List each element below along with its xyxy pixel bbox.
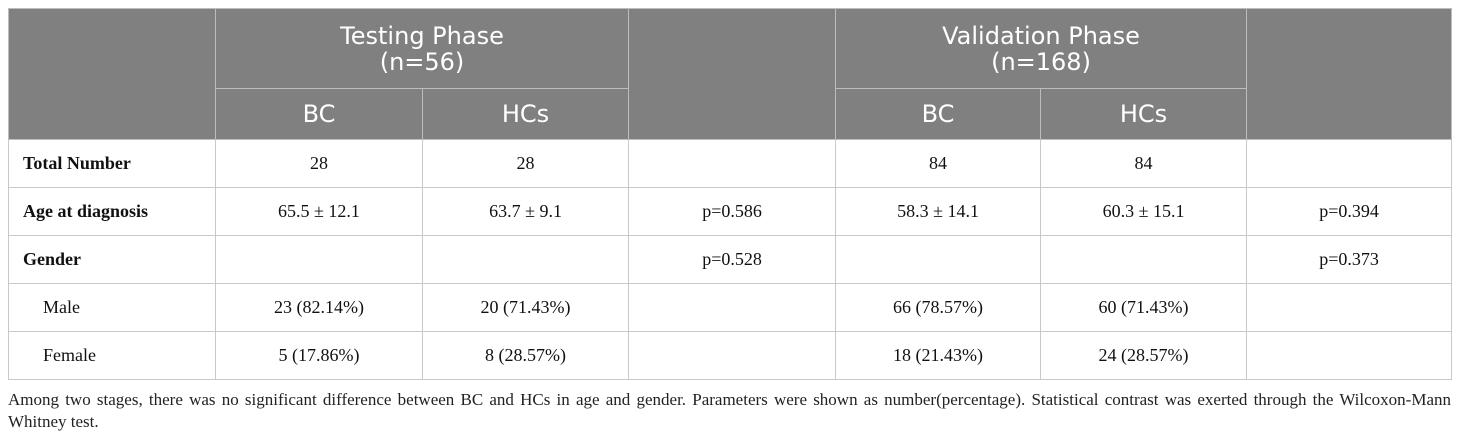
table-row: Age at diagnosis 65.5 ± 12.1 63.7 ± 9.1 … (8, 187, 1453, 236)
table-cell (628, 139, 837, 188)
header-testing-pvalue-cell (628, 8, 837, 140)
table-cell: p=0.394 (1246, 187, 1453, 236)
table-cell: p=0.373 (1246, 235, 1453, 284)
table-footnote: Among two stages, there was no significa… (8, 390, 1451, 431)
testing-phase-count: (n=56) (379, 47, 465, 76)
table-row: Gender p=0.528 p=0.373 (8, 235, 1453, 284)
table-cell: p=0.528 (628, 235, 837, 284)
table-cell (835, 235, 1042, 284)
table-cell: 23 (82.14%) (215, 283, 423, 332)
table-cell: 66 (78.57%) (835, 283, 1042, 332)
table-cell: 18 (21.43%) (835, 331, 1042, 380)
table-cell: 24 (28.57%) (1040, 331, 1248, 380)
table-cell (1040, 235, 1248, 284)
table-cell (628, 283, 837, 332)
header-testing-bc: BC (215, 88, 423, 140)
demographics-table: Testing Phase (n=56) Validation Phase (n… (8, 8, 1453, 380)
row-label: Age at diagnosis (8, 187, 216, 236)
testing-phase-title: Testing Phase (340, 21, 504, 50)
row-label: Male (8, 283, 216, 332)
table-cell: 84 (835, 139, 1042, 188)
table-cell: 28 (421, 139, 630, 188)
table-cell (628, 331, 837, 380)
table-row: Female 5 (17.86%) 8 (28.57%) 18 (21.43%)… (8, 331, 1453, 380)
table-row: Male 23 (82.14%) 20 (71.43%) 66 (78.57%)… (8, 283, 1453, 332)
table-cell: 20 (71.43%) (421, 283, 630, 332)
header-testing-phase: Testing Phase (n=56) (214, 8, 630, 89)
header-validation-pvalue-cell (1246, 8, 1453, 140)
table-cell (421, 235, 630, 284)
header-row-sub: BC HCs BC HCs (9, 88, 1452, 140)
table-cell: 28 (215, 139, 423, 188)
table-cell (1246, 331, 1453, 380)
table-cell: 65.5 ± 12.1 (215, 187, 423, 236)
table-cell: 8 (28.57%) (421, 331, 630, 380)
table-cell: 60.3 ± 15.1 (1040, 187, 1248, 236)
header-validation-hcs: HCs (1040, 88, 1248, 140)
table-cell: 58.3 ± 14.1 (835, 187, 1042, 236)
header-validation-phase: Validation Phase (n=168) (835, 8, 1248, 89)
table-row: Total Number 28 28 84 84 (8, 139, 1453, 188)
table-cell (1246, 139, 1453, 188)
header-testing-hcs: HCs (421, 88, 630, 140)
header-row-top: Testing Phase (n=56) Validation Phase (n… (8, 8, 1453, 140)
table-cell: 84 (1040, 139, 1248, 188)
table-cell (1246, 283, 1453, 332)
table-cell (215, 235, 423, 284)
header-validation-bc: BC (835, 88, 1042, 140)
table-cell: 63.7 ± 9.1 (421, 187, 630, 236)
validation-phase-count: (n=168) (991, 47, 1091, 76)
validation-phase-title: Validation Phase (942, 21, 1140, 50)
row-label: Gender (8, 235, 216, 284)
table-cell: 5 (17.86%) (215, 331, 423, 380)
table-container: Testing Phase (n=56) Validation Phase (n… (8, 8, 1453, 380)
table-cell: p=0.586 (628, 187, 837, 236)
row-label: Total Number (8, 139, 216, 188)
row-label: Female (8, 331, 216, 380)
table-cell: 60 (71.43%) (1040, 283, 1248, 332)
header-corner-cell (8, 8, 216, 140)
